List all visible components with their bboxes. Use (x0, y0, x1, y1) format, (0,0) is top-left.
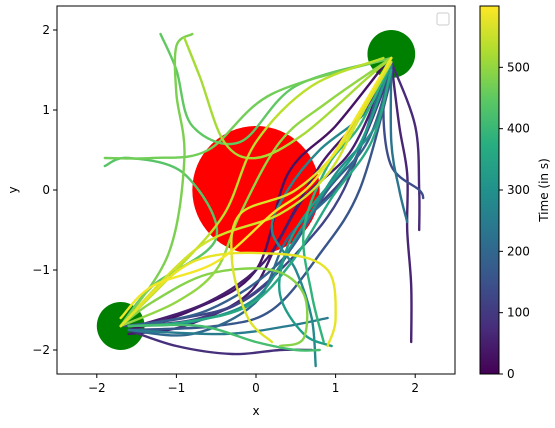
colorbar-tick-label: 100 (507, 306, 530, 320)
trajectories-layer (103, 32, 425, 368)
y-tick-label: 1 (42, 103, 50, 117)
trajectory-line-24 (119, 267, 309, 348)
trajectory-line-4 (390, 60, 421, 232)
trajectory-line-29 (230, 56, 393, 344)
colorbar-tick-label: 400 (507, 122, 530, 136)
trajectory-line-26 (183, 36, 393, 160)
colorbar-tick-label: 500 (507, 60, 530, 74)
y-axis-ticks: −2 −1 0 1 2 (32, 23, 57, 357)
x-axis-label: x (252, 404, 259, 418)
y-tick-label: −2 (32, 343, 50, 357)
trajectory-line-30 (119, 251, 337, 348)
trajectory-line-22 (103, 56, 393, 160)
y-axis-label: y (6, 186, 20, 193)
trajectory-line-15 (127, 64, 393, 328)
x-tick-label: −1 (168, 381, 186, 395)
x-tick-label: 0 (252, 381, 260, 395)
trajectory-line-31 (119, 56, 393, 320)
colorbar-ticks: 0 100 200 300 400 500 (499, 60, 530, 381)
x-axis-ticks: −2 −1 0 1 2 (88, 374, 419, 395)
trajectory-line-23 (119, 32, 194, 328)
y-tick-label: 2 (42, 23, 50, 37)
trajectory-line-19 (127, 323, 321, 352)
empty-legend-box (436, 12, 450, 26)
colorbar-tick-label: 300 (507, 183, 530, 197)
trajectory-line-2 (135, 68, 389, 328)
trajectory-line-18 (302, 60, 393, 344)
x-tick-label: −2 (88, 381, 106, 395)
trajectory-line-25 (119, 56, 393, 328)
colorbar-label: Time (in s) (537, 158, 551, 223)
colorbar-tick-label: 0 (507, 367, 515, 381)
trajectory-line-12 (389, 60, 409, 224)
trajectory-line-17 (127, 68, 393, 328)
colorbar (479, 5, 500, 375)
y-tick-label: 0 (42, 183, 50, 197)
trajectory-line-16 (278, 60, 393, 348)
trajectory-line-13 (127, 316, 329, 336)
trajectory-line-3 (390, 60, 413, 344)
x-tick-label: 2 (411, 381, 419, 395)
x-tick-label: 1 (332, 381, 340, 395)
y-tick-label: −1 (32, 263, 50, 277)
colorbar-tick-label: 200 (507, 244, 530, 258)
plot-area (96, 30, 425, 368)
trajectory-line-10 (127, 68, 393, 328)
